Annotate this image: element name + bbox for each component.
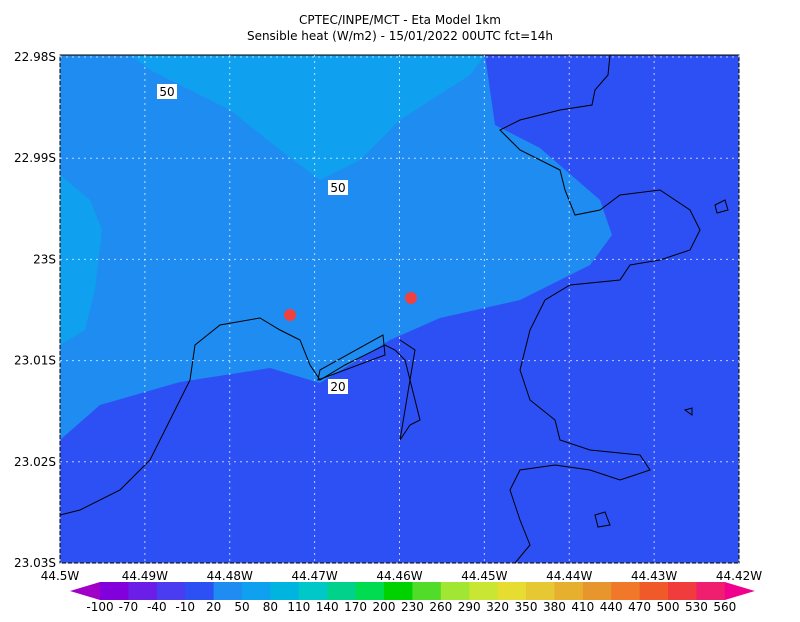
contour-label-box (328, 180, 348, 195)
x-tick-label: 44.48W (207, 569, 253, 583)
colorbar-label: 170 (344, 600, 367, 614)
y-tick-label: 22.98S (14, 50, 56, 64)
contour-label-box (328, 379, 348, 394)
colorbar-label: 200 (373, 600, 396, 614)
colorbar-box (355, 582, 385, 600)
colorbar-box (668, 582, 697, 600)
colorbar-label: 440 (600, 600, 623, 614)
colorbar-label: 470 (628, 600, 651, 614)
contour-label: 50 (159, 85, 174, 99)
y-tick-label: 23S (33, 252, 56, 266)
colorbar-label: 320 (486, 600, 509, 614)
subtitle: Sensible heat (W/m2) - 15/01/2022 00UTC … (247, 29, 553, 43)
contour-label-box (157, 84, 177, 99)
x-tick-label: 44.5W (41, 569, 80, 583)
field-high (130, 55, 485, 180)
colorbar-label: -40 (147, 600, 167, 614)
colorbar-label: -70 (119, 600, 139, 614)
colorbar-label: 290 (458, 600, 481, 614)
colorbar-box (185, 582, 215, 600)
x-tick-label: 44.49W (122, 569, 168, 583)
x-tick-label: 44.42W (716, 569, 762, 583)
colorbar-box (327, 582, 357, 600)
x-tick-label: 44.46W (376, 569, 422, 583)
colorbar-label: 500 (657, 600, 680, 614)
colorbar-box (242, 582, 271, 600)
colorbar-box (412, 582, 442, 600)
colorbar-box (582, 582, 612, 600)
colorbar-label: 80 (263, 600, 278, 614)
colorbar-box (440, 582, 470, 600)
colorbar-box (298, 582, 328, 600)
colorbar-box (100, 582, 129, 600)
colorbar-end (70, 582, 100, 600)
colorbar-label: 230 (401, 600, 424, 614)
colorbar-label: 140 (316, 600, 339, 614)
y-tick-label: 23.02S (14, 455, 56, 469)
colorbar-box (696, 582, 726, 600)
colorbar-box (469, 582, 499, 600)
x-tick-label: 44.45W (461, 569, 507, 583)
x-tick-label: 44.47W (292, 569, 338, 583)
colorbar-box (639, 582, 669, 600)
y-tick-label: 23.03S (14, 556, 56, 570)
colorbar-label: -100 (86, 600, 113, 614)
title: CPTEC/INPE/MCT - Eta Model 1km (299, 13, 501, 27)
colorbar-label: 380 (543, 600, 566, 614)
field-mid (60, 55, 612, 440)
location-marker (405, 292, 417, 304)
colorbar-label: 20 (206, 600, 221, 614)
colorbar-box (611, 582, 641, 600)
colorbar-box (554, 582, 584, 600)
field-high (60, 175, 102, 345)
colorbar-label: 110 (287, 600, 310, 614)
colorbar-box (213, 582, 243, 600)
colorbar-label: 260 (429, 600, 452, 614)
y-tick-label: 22.99S (14, 151, 56, 165)
colorbar-label: 350 (515, 600, 538, 614)
colorbar-label: 410 (571, 600, 594, 614)
x-tick-label: 44.43W (631, 569, 677, 583)
colorbar-label: -10 (175, 600, 195, 614)
colorbar-box (526, 582, 555, 600)
contour-label: 20 (330, 380, 345, 394)
colorbar-label: 560 (713, 600, 736, 614)
x-tick-label: 44.44W (546, 569, 592, 583)
colorbar-box (156, 582, 186, 600)
colorbar-box (497, 582, 527, 600)
location-marker (284, 309, 296, 321)
colorbar-box (128, 582, 158, 600)
contour-label: 50 (330, 181, 345, 195)
colorbar-box (384, 582, 413, 600)
coastline (60, 55, 729, 563)
colorbar-box (270, 582, 300, 600)
colorbar-label: 50 (234, 600, 249, 614)
colorbar-label: 530 (685, 600, 708, 614)
y-tick-label: 23.01S (14, 354, 56, 368)
colorbar-end (724, 582, 755, 600)
